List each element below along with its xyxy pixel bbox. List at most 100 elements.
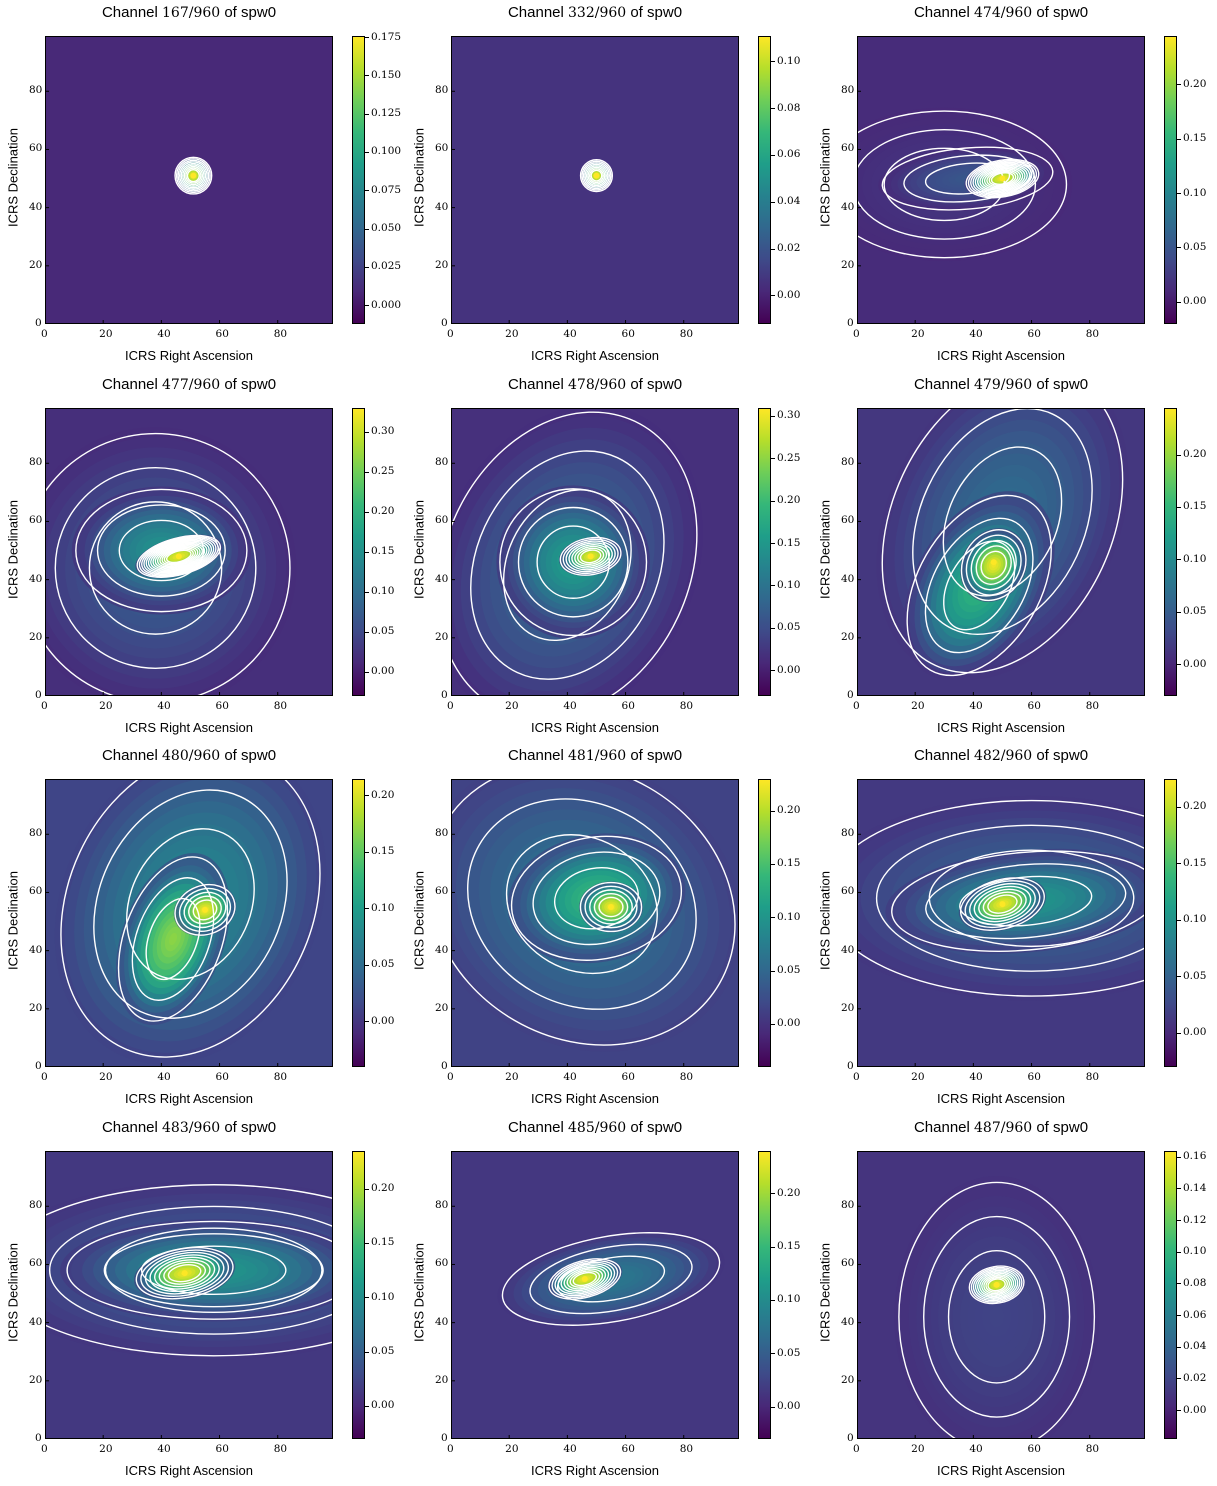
peak-point: [202, 906, 208, 913]
y-axis-label: ICRS Declination: [817, 500, 833, 599]
colorbar-tick-label: 0.15: [1183, 856, 1207, 869]
colorbar-tick-mark: [1177, 138, 1181, 140]
y-tick-label: 0: [441, 689, 448, 701]
title-suffix: of spw0: [626, 376, 683, 393]
title-channel: 485/960: [568, 1120, 627, 1136]
heatmap-svg: [451, 1151, 739, 1439]
colorbar: [1164, 779, 1177, 1067]
colorbar-tick-label: 0.04: [777, 195, 801, 208]
contour-line: [136, 534, 222, 578]
heatmap-area: [45, 36, 333, 324]
heatmap-area: [451, 1151, 739, 1439]
colorbar-tick-label: 0.100: [371, 145, 402, 158]
heatmap-svg: [45, 779, 333, 1067]
y-tick-label: 0: [847, 317, 854, 329]
peak-point: [999, 901, 1006, 908]
colorbar-tick-mark: [771, 248, 775, 250]
peak-point: [990, 559, 997, 566]
title-channel: 487/960: [974, 1120, 1033, 1136]
contour-line: [891, 850, 1145, 952]
contour-line: [186, 169, 200, 183]
colorbar-tick-mark: [1177, 454, 1181, 456]
plot-frame: [45, 36, 333, 324]
contour-line: [466, 798, 697, 1010]
colorbar-tick-label: 0.08: [1183, 1276, 1207, 1289]
colorbar-tick-mark: [771, 108, 775, 110]
colorbar-tick-label: 0.00: [1183, 1026, 1207, 1039]
colorbar-tick-label: 0.05: [1183, 240, 1207, 253]
colorbar: [758, 1151, 771, 1439]
heatmap-svg: [857, 36, 1145, 324]
contour-line: [163, 548, 194, 565]
title-channel: 477/960: [162, 377, 221, 393]
colorbar-tick-label: 0.05: [371, 958, 395, 971]
contour-line: [532, 851, 661, 946]
contour-line: [566, 1268, 604, 1290]
contour-line: [562, 538, 619, 575]
y-axis-label: ICRS Declination: [5, 128, 21, 227]
colorbar: [1164, 408, 1177, 696]
title-channel: 482/960: [974, 748, 1033, 764]
y-tick-label: 80: [29, 827, 43, 840]
contour-line: [585, 165, 607, 187]
colorbar-tick-mark: [1177, 247, 1181, 249]
x-tick-label: 40: [157, 328, 171, 340]
colorbar-tick-mark: [365, 795, 369, 797]
title-suffix: of spw0: [626, 747, 683, 764]
contour-line: [574, 545, 608, 567]
contour-line: [588, 168, 604, 184]
colorbar-tick-label: 0.025: [371, 260, 402, 273]
colorbar-tick-mark: [1177, 1315, 1181, 1317]
x-tick-label: 0: [41, 1071, 48, 1083]
contour-line: [974, 1269, 1019, 1300]
contour-line: [45, 1184, 333, 1357]
y-tick-label: 20: [841, 1373, 855, 1386]
chart-panel: Channel 485/960 of spw0 0 20 40 60 80 0 20 40 60 8…: [411, 1115, 816, 1486]
colorbar-tick-label: 0.20: [1183, 448, 1207, 461]
title-prefix: Channel: [101, 1119, 162, 1136]
contour-line: [912, 408, 1093, 636]
peak-point: [181, 1270, 188, 1277]
y-tick-label: 0: [847, 1432, 854, 1444]
contour-line: [185, 167, 202, 184]
contour-line: [981, 1273, 1013, 1296]
contour-line: [579, 881, 643, 933]
contour-line: [875, 824, 1145, 972]
x-tick-label: 20: [99, 1071, 113, 1083]
x-tick-label: 40: [969, 700, 983, 712]
contour-line: [178, 887, 232, 932]
colorbar-tick-mark: [1177, 1410, 1181, 1412]
x-tick-label: 0: [41, 1443, 48, 1455]
x-tick-label: 40: [969, 1443, 983, 1455]
y-tick-label: 40: [29, 200, 43, 213]
colorbar-tick-label: 0.00: [1183, 1403, 1207, 1416]
chart-title: Channel 480/960 of spw0: [39, 747, 339, 764]
colorbar-tick-label: 0.075: [371, 183, 402, 196]
contour-line: [75, 488, 248, 613]
x-tick-label: 80: [273, 328, 288, 340]
title-prefix: Channel: [913, 4, 974, 21]
x-tick-label: 60: [1027, 1071, 1041, 1083]
colorbar-tick-mark: [771, 295, 775, 297]
title-channel: 474/960: [974, 5, 1033, 21]
colorbar-tick-mark: [365, 37, 369, 39]
colorbar-tick-mark: [365, 908, 369, 910]
colorbar-tick-mark: [365, 1242, 369, 1244]
colorbar-tick-mark: [365, 1297, 369, 1299]
x-tick-label: 0: [447, 328, 454, 340]
contour-line: [959, 875, 1093, 927]
colorbar-tick-mark: [1177, 1378, 1181, 1380]
title-prefix: Channel: [507, 376, 568, 393]
x-tick-label: 60: [621, 1443, 635, 1455]
x-tick-label: 20: [505, 700, 519, 712]
y-tick-label: 40: [841, 943, 855, 956]
y-tick-label: 60: [29, 1257, 43, 1270]
plot-frame: [451, 1151, 739, 1439]
chart-title: Channel 483/960 of spw0: [39, 1119, 339, 1136]
peak-point: [581, 1276, 588, 1282]
contour-line: [581, 160, 612, 191]
colorbar-tick-label: 0.10: [777, 910, 801, 923]
colorbar-tick-label: 0.05: [777, 1346, 801, 1359]
contour-line: [553, 867, 639, 930]
x-tick-label: 60: [1027, 1443, 1041, 1455]
